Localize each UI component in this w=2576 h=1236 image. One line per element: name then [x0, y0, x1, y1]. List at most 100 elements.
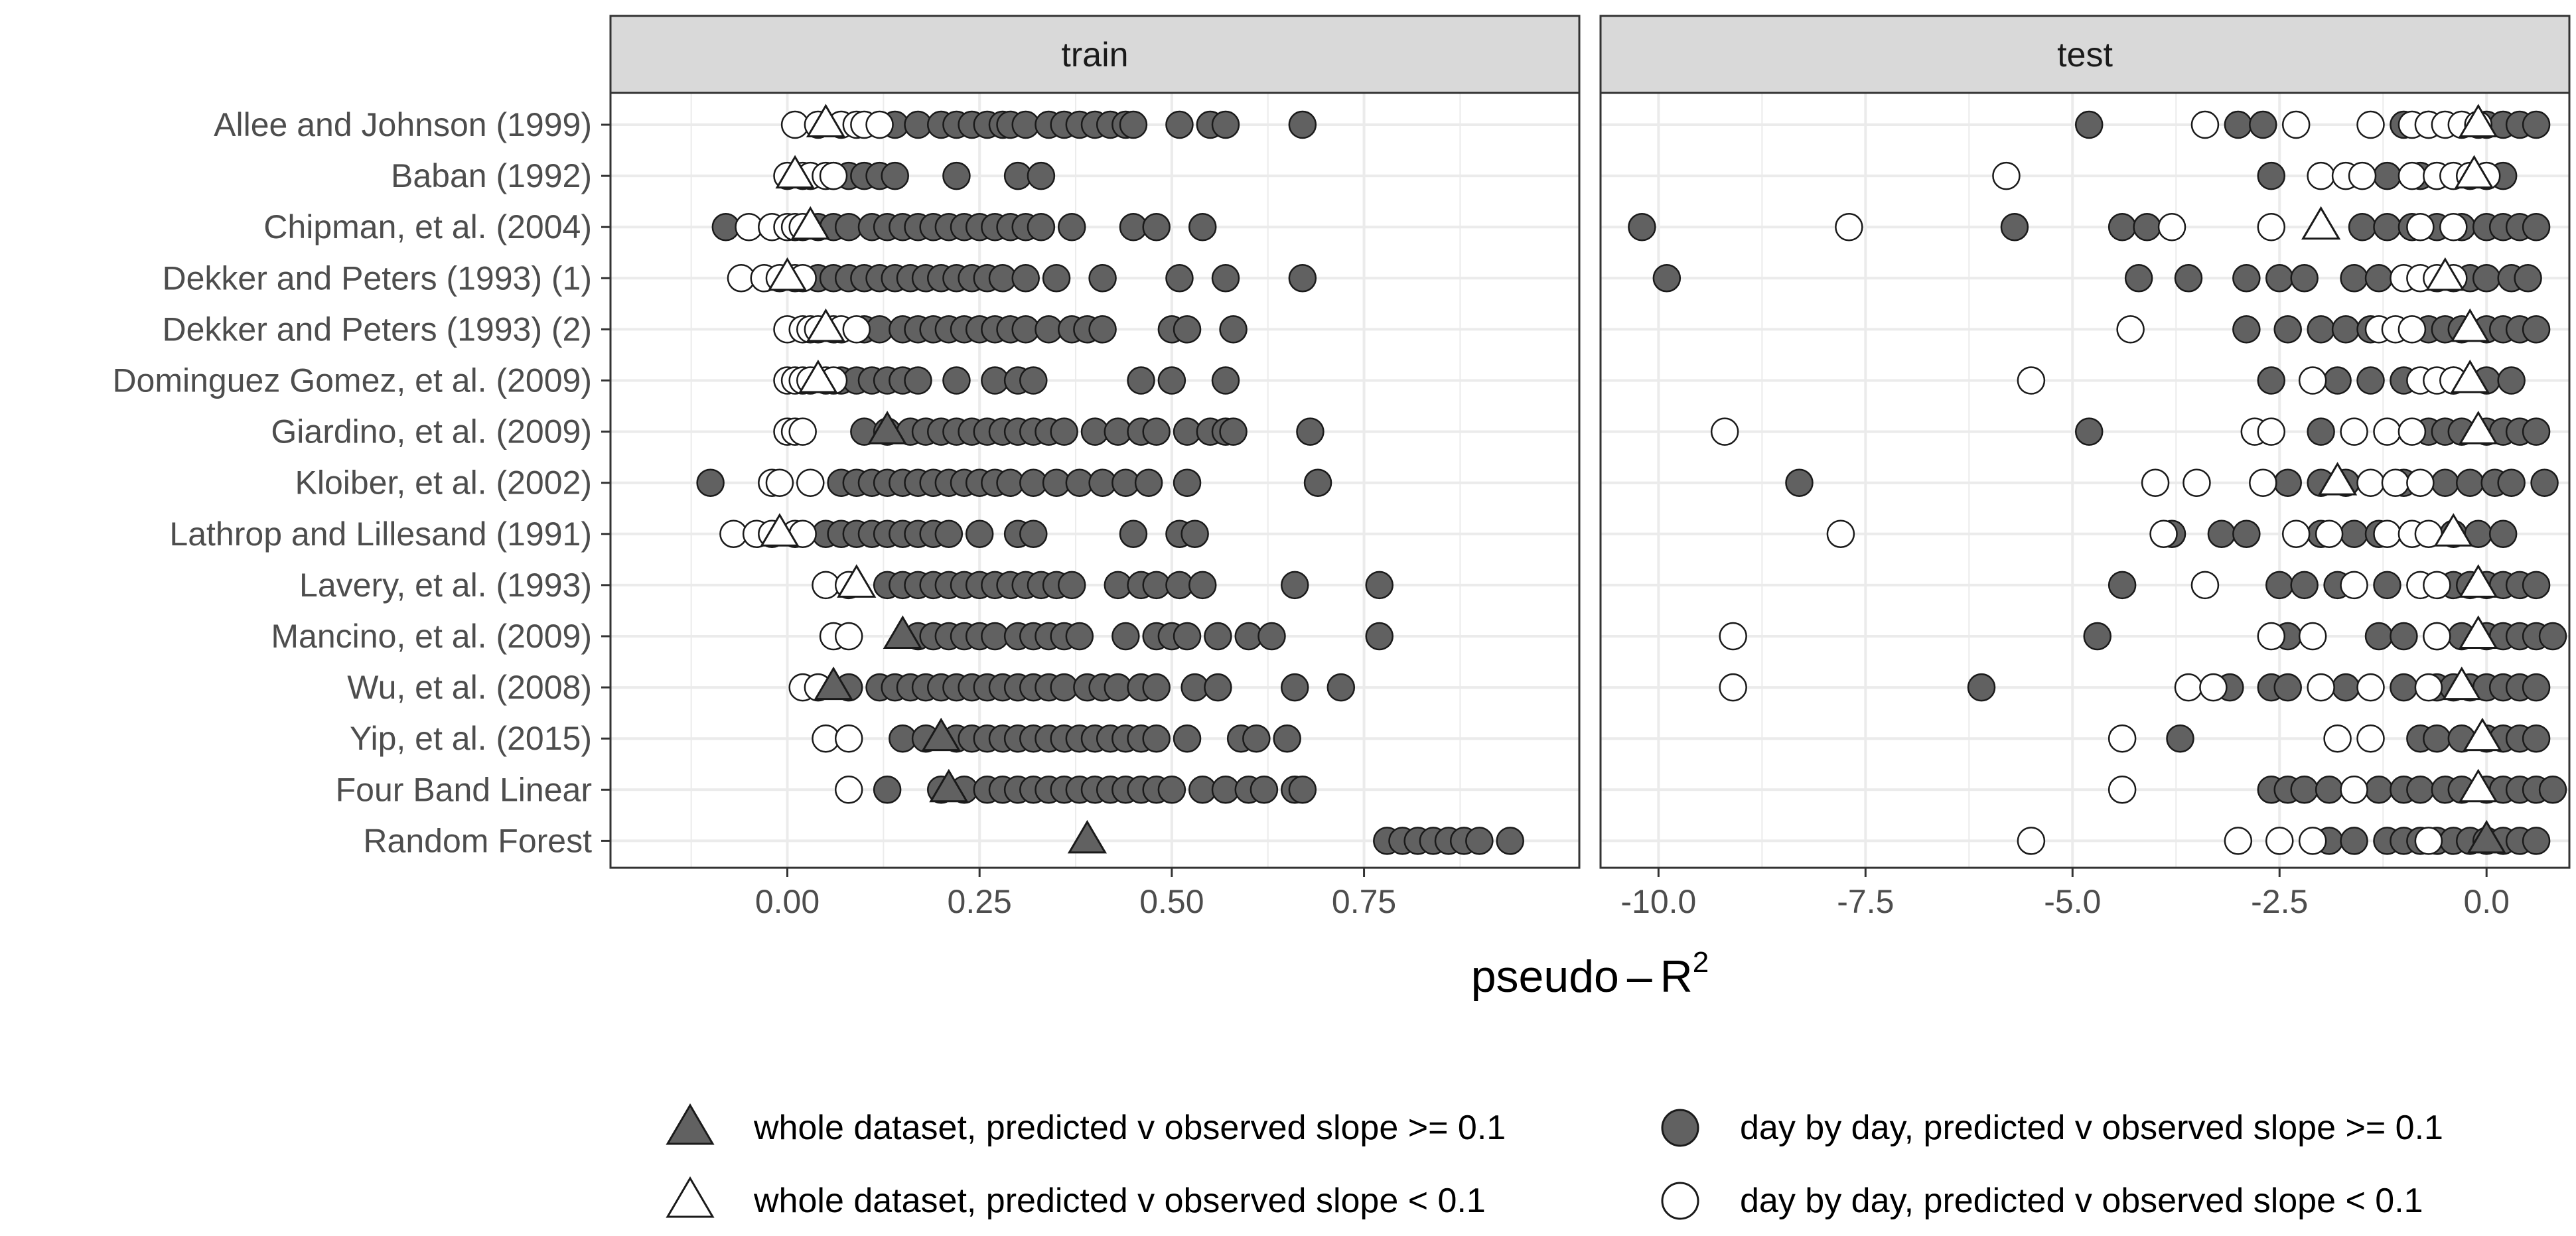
point-day-by-day	[1211, 264, 1240, 293]
y-tick-label: Giardino, et al. (2009)	[271, 413, 592, 450]
point-day-by-day	[1835, 212, 1863, 241]
point-day-by-day	[2232, 264, 2261, 293]
x-tick-label: -10.0	[1620, 883, 1696, 920]
point-day-by-day	[2166, 724, 2194, 753]
point-day-by-day	[2281, 519, 2311, 549]
legend-key-day-open	[1661, 1182, 1699, 1220]
point-day-by-day	[2298, 827, 2327, 855]
point-day-by-day	[2423, 622, 2451, 651]
x-tick-label: 0.25	[948, 883, 1012, 920]
point-whole-dataset	[814, 666, 853, 701]
point-day-by-day	[2373, 212, 2401, 241]
point-day-by-day	[1157, 776, 1186, 804]
point-day-by-day	[2522, 724, 2551, 753]
point-day-by-day	[1165, 264, 1194, 293]
point-day-by-day	[2083, 622, 2111, 651]
point-day-by-day	[2356, 673, 2385, 702]
point-day-by-day	[2331, 673, 2360, 702]
point-day-by-day	[2522, 212, 2551, 241]
point-day-by-day	[2323, 366, 2352, 395]
point-day-by-day	[2538, 622, 2567, 651]
y-tick-label: Dominguez Gomez, et al. (2009)	[112, 362, 592, 399]
point-day-by-day	[2414, 827, 2443, 855]
point-day-by-day	[2017, 827, 2046, 855]
y-tick-label: Mancino, et al. (2009)	[271, 618, 592, 655]
point-day-by-day	[1219, 315, 1248, 344]
point-day-by-day	[1496, 827, 1524, 855]
point-whole-dataset	[2459, 411, 2498, 445]
point-day-by-day	[2522, 315, 2551, 344]
point-day-by-day	[1173, 315, 1202, 344]
point-day-by-day	[1273, 724, 1301, 753]
point-day-by-day	[1019, 366, 1048, 395]
point-day-by-day	[1204, 622, 1232, 651]
point-day-by-day	[2390, 673, 2418, 702]
point-day-by-day	[2340, 776, 2368, 804]
point-day-by-day	[1967, 673, 1996, 702]
point-whole-dataset	[921, 717, 961, 752]
point-whole-dataset	[790, 206, 830, 240]
point-day-by-day	[1719, 622, 1747, 651]
point-day-by-day	[765, 468, 794, 497]
y-tick-label: Allee and Johnson (1999)	[214, 106, 592, 143]
point-day-by-day	[1119, 519, 1148, 549]
point-day-by-day	[1142, 724, 1171, 753]
point-day-by-day	[1142, 417, 1171, 446]
point-whole-dataset	[883, 615, 922, 649]
point-whole-dataset	[2459, 768, 2498, 803]
point-day-by-day	[2281, 110, 2311, 139]
point-day-by-day	[2249, 468, 2277, 497]
point-day-by-day	[2538, 776, 2567, 804]
point-day-by-day	[834, 776, 863, 804]
point-day-by-day	[1219, 417, 1248, 446]
point-whole-dataset	[775, 155, 815, 189]
point-day-by-day	[2108, 724, 2137, 753]
point-whole-dataset	[929, 768, 969, 803]
point-day-by-day	[2265, 571, 2294, 600]
point-day-by-day	[2307, 161, 2335, 190]
panel-train: train 0.00 0.25 0.50 0.75	[609, 15, 1581, 920]
y-tick-label: Dekker and Peters (1993) (2)	[162, 310, 592, 348]
point-day-by-day	[2108, 212, 2137, 241]
point-day-by-day	[1181, 519, 1209, 549]
point-day-by-day	[1785, 468, 1814, 497]
point-day-by-day	[2249, 110, 2277, 139]
legend-label-day-open: day by day, predicted v observed slope <…	[1740, 1182, 2423, 1220]
point-day-by-day	[2315, 776, 2344, 804]
point-day-by-day	[2522, 827, 2551, 855]
point-day-by-day	[796, 468, 825, 497]
panel-border-train	[609, 92, 1581, 869]
point-day-by-day	[2149, 519, 2178, 549]
x-tick-label: 0.75	[1332, 883, 1396, 920]
x-tick-label: 0.50	[1139, 883, 1204, 920]
point-day-by-day	[1057, 571, 1086, 600]
point-whole-dataset	[2459, 103, 2498, 137]
point-day-by-day	[2397, 417, 2427, 446]
y-tick-label: Random Forest	[363, 822, 592, 859]
point-day-by-day	[2497, 366, 2526, 395]
point-day-by-day	[1242, 724, 1271, 753]
x-axis-title-r: R	[1660, 951, 1693, 1002]
y-tick-label: Yip, et al. (2015)	[350, 720, 592, 757]
point-day-by-day	[2290, 571, 2319, 600]
point-day-by-day	[2133, 212, 2161, 241]
point-whole-dataset	[2454, 155, 2494, 189]
point-day-by-day	[2190, 571, 2220, 600]
point-whole-dataset	[2459, 564, 2498, 598]
point-day-by-day	[1188, 212, 1217, 241]
point-day-by-day	[1057, 212, 1086, 241]
point-day-by-day	[1142, 673, 1171, 702]
point-day-by-day	[1027, 212, 1056, 241]
legend-label-whole-filled: whole dataset, predicted v observed slop…	[753, 1109, 1506, 1147]
point-whole-dataset	[867, 411, 907, 445]
point-day-by-day	[1365, 571, 1394, 600]
point-day-by-day	[2124, 264, 2153, 293]
point-day-by-day	[1288, 110, 1317, 139]
point-day-by-day	[2224, 827, 2253, 855]
point-day-by-day	[942, 366, 971, 395]
legend-key-whole-filled	[666, 1103, 715, 1145]
point-day-by-day	[873, 776, 902, 804]
point-day-by-day	[1465, 827, 1494, 855]
point-day-by-day	[2232, 315, 2261, 344]
point-day-by-day	[1204, 673, 1232, 702]
